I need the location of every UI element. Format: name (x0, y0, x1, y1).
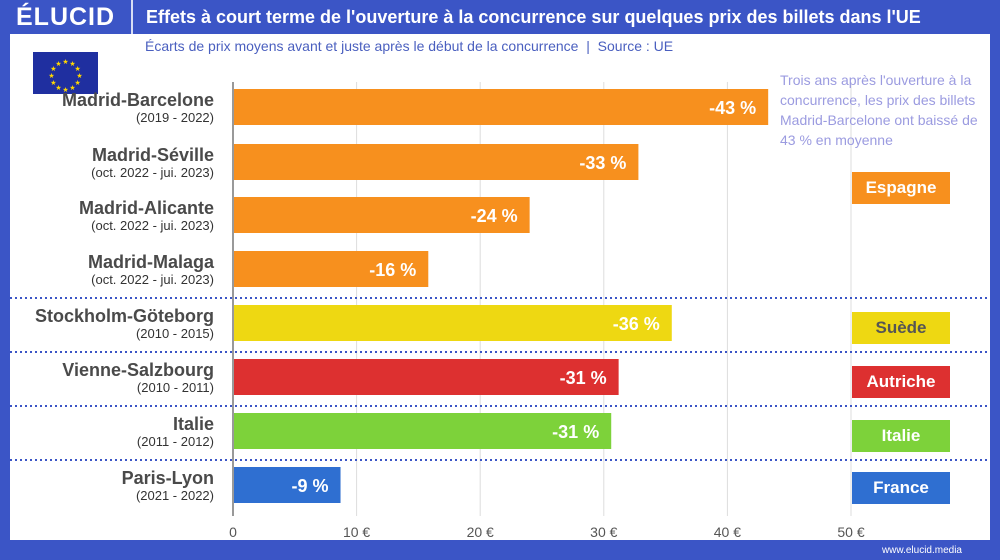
x-tick-label: 30 € (590, 524, 617, 540)
star-icon: ★ (74, 65, 80, 73)
country-badge: France (852, 472, 950, 504)
period: (oct. 2022 - jui. 2023) (91, 165, 214, 180)
data-label: -16 % (369, 260, 416, 280)
star-icon: ★ (74, 79, 80, 87)
website-url: www.elucid.media (881, 545, 962, 556)
x-tick-label: 50 € (837, 524, 864, 540)
divider (131, 0, 133, 34)
star-icon: ★ (62, 58, 68, 66)
route-name: Madrid-Barcelone (61, 90, 214, 110)
x-tick-label: 0 (229, 524, 237, 540)
category-label: Madrid-Séville (oct. 2022 - jui. 2023) (91, 145, 214, 180)
bar (234, 197, 530, 233)
period: (2021 - 2022) (135, 488, 214, 503)
category-label: Madrid-Malaga (oct. 2022 - jui. 2023) (88, 252, 214, 287)
country-badge: Suède (852, 312, 950, 344)
category-label: Madrid-Barcelone (2019 - 2022) (62, 90, 214, 125)
star-icon: ★ (69, 60, 75, 68)
country-badge: Italie (852, 420, 950, 452)
route-name: Vienne-Salzbourg (62, 360, 214, 380)
chart-title: Effets à court terme de l'ouverture à la… (146, 7, 921, 27)
country-badge: Espagne (852, 172, 950, 204)
star-icon: ★ (76, 72, 82, 80)
star-icon: ★ (48, 72, 54, 80)
category-label: Vienne-Salzbourg (2010 - 2011) (62, 360, 214, 395)
data-label: -24 % (471, 206, 518, 226)
period: (oct. 2022 - jui. 2023) (91, 272, 214, 287)
star-icon: ★ (50, 79, 56, 87)
period: (oct. 2022 - jui. 2023) (91, 218, 214, 233)
period: (2011 - 2012) (136, 434, 214, 449)
bar (234, 144, 639, 180)
route-name: Madrid-Séville (91, 145, 214, 165)
data-label: -43 % (709, 98, 756, 118)
bar (234, 467, 341, 503)
category-label: Madrid-Alicante (oct. 2022 - jui. 2023) (79, 198, 214, 233)
header: ÉLUCID Effets à court terme de l'ouvertu… (0, 0, 1000, 34)
period: (2010 - 2011) (136, 380, 214, 395)
star-icon: ★ (62, 86, 68, 94)
data-label: -33 % (579, 153, 626, 173)
route-name: Madrid-Alicante (78, 198, 214, 218)
x-tick-label: 40 € (714, 524, 741, 540)
route-name: Stockholm-Göteborg (35, 306, 214, 326)
eu-flag-icon: ★ ★ ★ ★ ★ ★ ★ ★ ★ ★ ★ ★ (33, 52, 98, 94)
route-name: Paris-Lyon (121, 468, 214, 488)
bar (234, 305, 672, 341)
star-icon: ★ (55, 60, 61, 68)
category-label: Italie (2011 - 2012) (137, 414, 214, 449)
bar (234, 89, 769, 125)
bar (234, 413, 612, 449)
star-icon: ★ (55, 84, 61, 92)
x-tick-label: 20 € (467, 524, 494, 540)
route-name: Madrid-Malaga (87, 252, 214, 272)
period: (2019 - 2022) (135, 110, 214, 125)
period: (2010 - 2015) (135, 326, 214, 341)
star-icon: ★ (69, 84, 75, 92)
data-label: -9 % (292, 476, 329, 496)
bar (234, 251, 429, 287)
logo: ÉLUCID (16, 3, 116, 31)
star-icon: ★ (50, 65, 56, 73)
data-label: -36 % (613, 314, 660, 334)
category-label: Stockholm-Göteborg (2010 - 2015) (35, 306, 214, 341)
data-label: -31 % (552, 422, 599, 442)
data-label: -31 % (560, 368, 607, 388)
country-badge: Autriche (852, 366, 950, 398)
chart-subtitle: Écarts de prix moyens avant et juste apr… (145, 38, 674, 54)
bar (234, 359, 619, 395)
x-tick-label: 10 € (343, 524, 370, 540)
annotation: Trois ans après l'ouverture à la concurr… (780, 72, 978, 148)
route-name: Italie (172, 414, 214, 434)
category-label: Paris-Lyon (2021 - 2022) (122, 468, 214, 503)
